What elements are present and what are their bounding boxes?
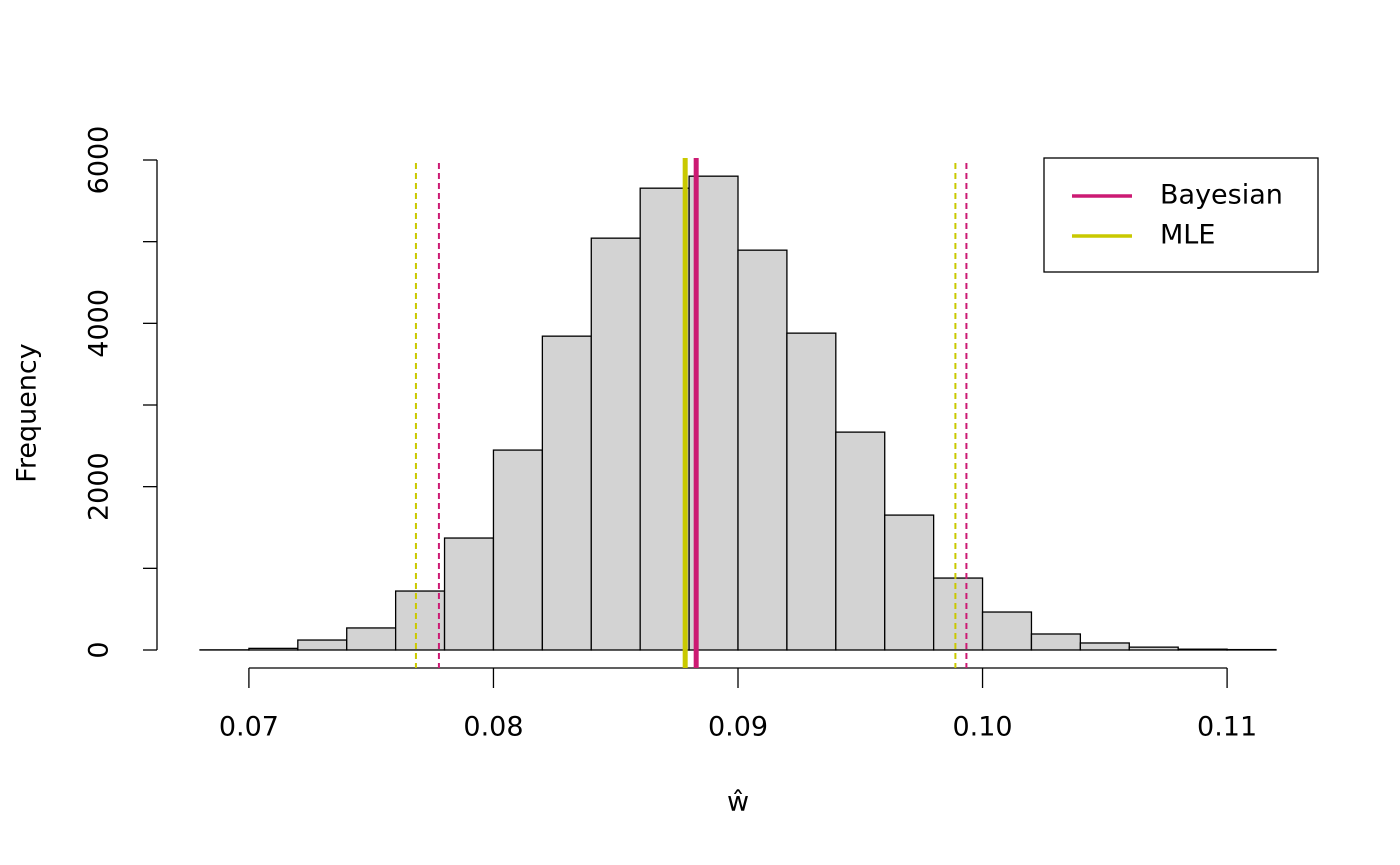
bar [297,639,348,651]
bar [492,449,544,651]
bar [932,577,984,651]
bar [1177,648,1228,651]
bar [394,590,446,651]
x-axis-label: ŵ [727,787,749,818]
bar [884,514,935,651]
bar [346,627,397,651]
y-tick-label: 4000 [84,289,115,358]
x-tick-label: 0.07 [219,712,279,743]
y-tick-label: 2000 [84,452,115,521]
bar [786,332,837,651]
x-tick-label: 0.10 [952,712,1012,743]
bar [443,537,495,651]
bar [541,335,592,651]
legend-label: MLE [1160,220,1215,251]
bar [248,647,299,651]
x-tick-label: 0.09 [708,712,768,743]
legend-box [1043,157,1319,273]
bar [1128,646,1179,651]
y-tick-label: 0 [84,641,115,658]
bar [639,187,690,651]
y-axis-label: Frequency [12,343,43,483]
bar [981,611,1033,651]
bar [737,249,788,651]
x-tick-label: 0.11 [1197,712,1257,743]
bar [590,237,641,651]
bar [835,431,886,651]
y-tick-label: 6000 [84,126,115,195]
x-tick-label: 0.08 [463,712,523,743]
legend-label: Bayesian [1160,180,1283,211]
bar [1030,633,1082,651]
bar [1079,642,1130,651]
